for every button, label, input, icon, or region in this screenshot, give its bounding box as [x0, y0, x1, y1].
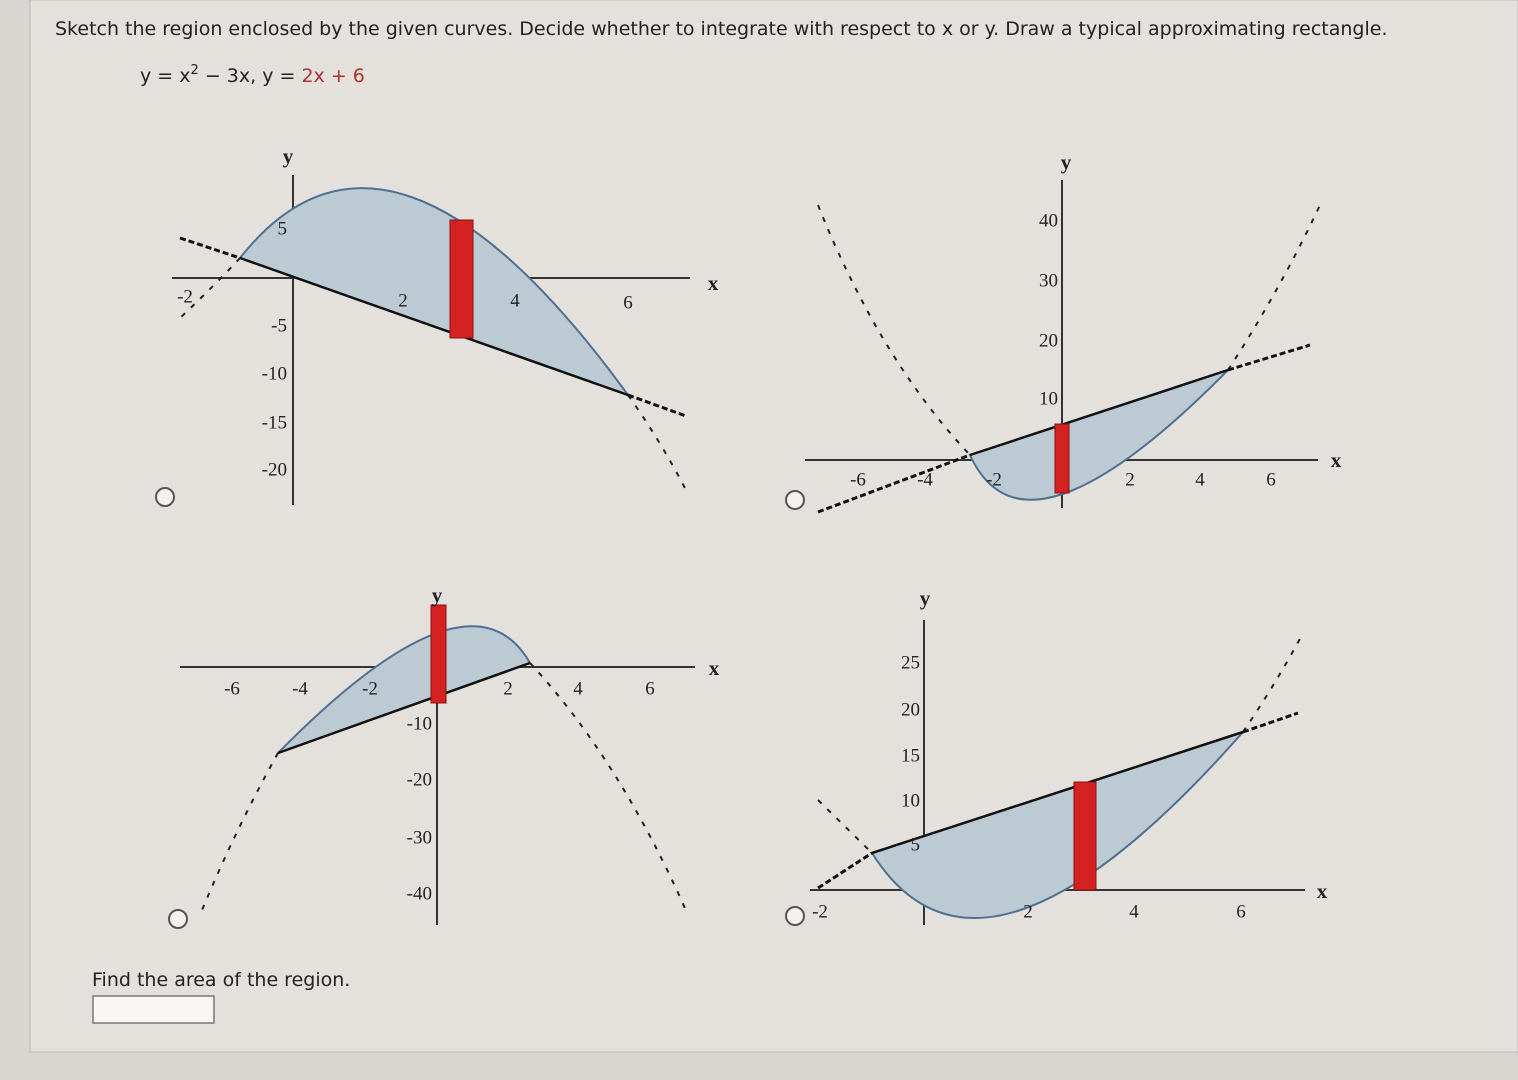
- tick-label: -5: [271, 315, 287, 336]
- panel: [29, 0, 1518, 1053]
- tick-label: 20: [901, 699, 920, 720]
- tick-label: -4: [917, 469, 933, 490]
- tick-label: -15: [262, 412, 287, 433]
- tick-label: 6: [645, 678, 655, 699]
- line: [969, 368, 1229, 457]
- approx-rectangle: [449, 219, 474, 339]
- tick-label: -2: [362, 678, 378, 699]
- line: [871, 730, 1244, 855]
- tick-label: -10: [407, 713, 432, 734]
- tick-label: -6: [224, 678, 240, 699]
- radio-button[interactable]: [168, 909, 188, 929]
- tick-label: 2: [398, 290, 408, 311]
- eq-part: − 3x,: [199, 65, 262, 87]
- region: [238, 187, 631, 398]
- axis-label: x: [708, 271, 719, 295]
- tick-label: -2: [177, 286, 193, 307]
- tick-label: 10: [901, 790, 920, 811]
- eq-part: y = x: [140, 65, 191, 87]
- axis-label: y: [920, 586, 931, 610]
- line: [239, 256, 629, 397]
- tick-label: -20: [407, 769, 432, 790]
- axis-label: x: [709, 656, 720, 680]
- axis-label: y: [432, 583, 443, 607]
- line-ext: [817, 711, 1299, 890]
- tick-label: 2: [1023, 901, 1033, 922]
- radio-button[interactable]: [785, 906, 805, 926]
- prompt: Find the area of the region.: [92, 969, 350, 991]
- approx-rectangle: [1073, 781, 1097, 891]
- tick-label: 4: [510, 290, 520, 311]
- tick-label: -6: [850, 469, 866, 490]
- axis-label: y: [1061, 150, 1072, 174]
- radio-button[interactable]: [785, 490, 805, 510]
- tick-label: 15: [901, 745, 920, 766]
- tick-label: -2: [986, 469, 1002, 490]
- axis-label: x: [1317, 879, 1328, 903]
- tick-label: 6: [623, 292, 633, 313]
- tick-label: 2: [503, 678, 513, 699]
- question: Sketch the region enclosed by the given …: [55, 18, 1387, 40]
- curve-ext: [817, 204, 1321, 456]
- approx-rectangle: [430, 604, 447, 704]
- tick-label: 10: [1039, 388, 1058, 409]
- tick-label: 25: [901, 652, 920, 673]
- curve-ext: [199, 662, 689, 916]
- approx-rectangle: [1054, 423, 1070, 494]
- tick-label: 5: [278, 218, 288, 239]
- tick-label: 5: [911, 834, 921, 855]
- equation: y = x2 − 3x, y = 2x + 6: [140, 63, 365, 87]
- option-graph: y x -2 2 4 6 25 20 15 10 5: [785, 586, 1328, 926]
- region: [870, 729, 1247, 920]
- eq-part: 2x + 6: [301, 65, 364, 87]
- tick-label: 2: [1125, 469, 1135, 490]
- axis-label: y: [283, 144, 294, 168]
- tick-label: 6: [1266, 469, 1276, 490]
- tick-label: 4: [1129, 901, 1139, 922]
- eq-part: 2: [191, 63, 199, 78]
- tick-label: 30: [1039, 270, 1058, 291]
- option-graph: y x -2 2 4 6 5 -5 -10 -15 -20: [155, 144, 719, 507]
- tick-label: -30: [407, 827, 432, 848]
- curve-ext: [179, 257, 687, 491]
- tick-label: -10: [262, 363, 287, 384]
- curve-ext: [817, 634, 1303, 854]
- tick-label: 40: [1039, 210, 1058, 231]
- tick-label: -20: [262, 459, 287, 480]
- line: [277, 661, 531, 755]
- axis-label: x: [1331, 448, 1342, 472]
- tick-label: 20: [1039, 330, 1058, 351]
- tick-label: -2: [812, 901, 828, 922]
- tick-label: 6: [1236, 901, 1246, 922]
- radio-button[interactable]: [155, 487, 175, 507]
- line-ext: [179, 236, 687, 418]
- line-ext: [817, 343, 1311, 514]
- tick-label: 4: [1195, 469, 1205, 490]
- option-graph: y x -6 -4 -2 2 4 6 -10 -20 -30 -40: [168, 583, 720, 929]
- eq-part: y =: [262, 65, 301, 87]
- tick-label: 4: [573, 678, 583, 699]
- tick-label: -40: [407, 883, 432, 904]
- option-graph: y x -6 -4 -2 2 4 6 40 30 20 10: [785, 150, 1342, 514]
- answer-input[interactable]: [92, 995, 215, 1024]
- tick-label: -4: [292, 678, 308, 699]
